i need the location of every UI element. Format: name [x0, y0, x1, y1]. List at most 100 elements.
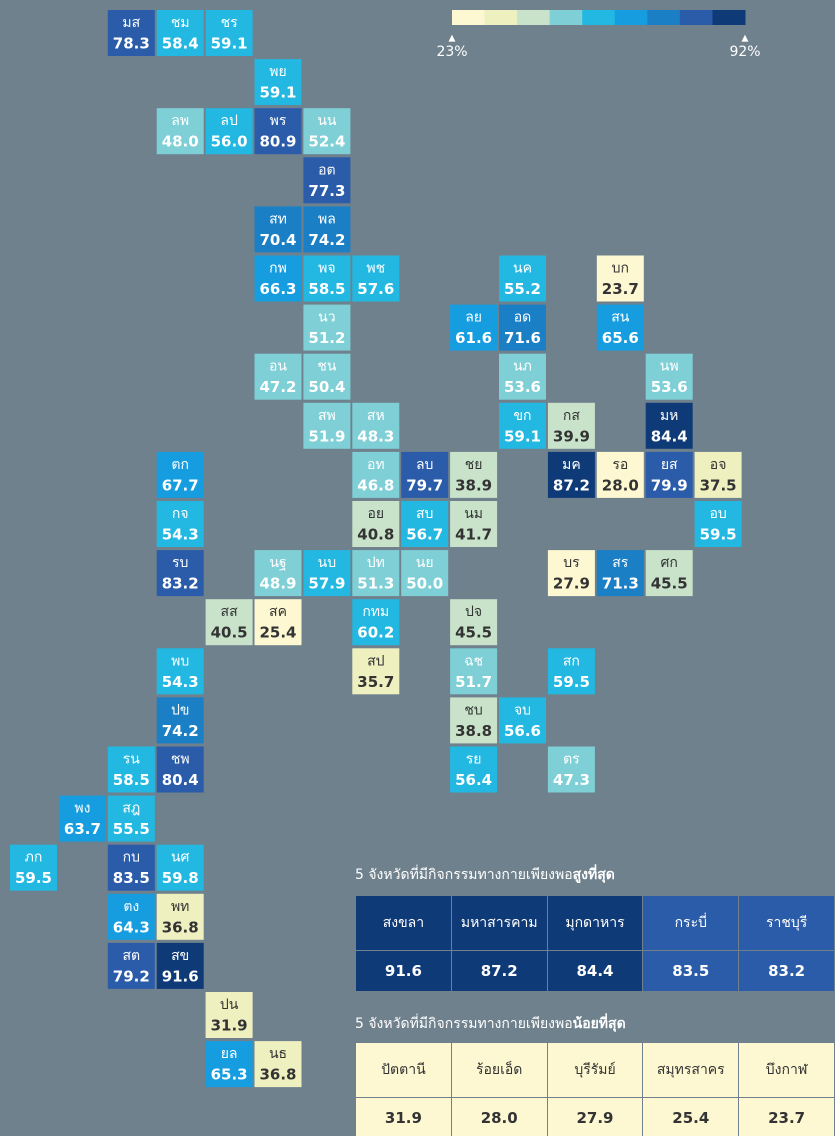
tile-value: 51.7	[455, 673, 492, 691]
tile-value: 38.8	[455, 722, 492, 740]
tile-code: สบ	[416, 506, 433, 522]
province-tile: สค 25.4	[254, 599, 302, 646]
province-tile: สห 48.3	[352, 402, 400, 449]
tile-value: 57.9	[308, 575, 345, 593]
tile-code: บก	[612, 261, 629, 277]
tile-bg	[107, 795, 155, 842]
tile-code: สพ	[318, 408, 336, 424]
province-value: 91.6	[355, 950, 452, 992]
province-tile: ชม 58.4	[156, 10, 204, 56]
tile-code: พร	[270, 113, 287, 129]
tile-code: ปจ	[465, 604, 482, 620]
tile-code: ชม	[171, 15, 190, 31]
province-tile: นฐ 48.9	[254, 550, 302, 597]
tile-bg	[401, 550, 449, 597]
province-tile: ชบ 38.8	[450, 697, 498, 744]
tile-bg	[547, 648, 595, 695]
title-text: 5 จังหวัดที่มีกิจกรรมทางกายเพียงพอ	[355, 867, 573, 883]
tile-value: 70.4	[259, 231, 296, 249]
tile-bg	[303, 353, 351, 400]
tile-code: ตก	[171, 457, 189, 473]
tile-code: จบ	[514, 702, 531, 718]
tile-value: 71.6	[504, 329, 541, 347]
tile-value: 36.8	[162, 918, 199, 936]
bottom5-title: 5 จังหวัดที่มีกิจกรรมทางกายเพียงพอน้อยที…	[355, 1013, 626, 1035]
tile-bg	[156, 893, 204, 940]
tile-code: ตง	[123, 899, 139, 915]
tile-code: มค	[562, 457, 581, 473]
province-tile: มส 78.3	[107, 10, 155, 56]
legend-swatch	[647, 10, 681, 25]
tile-bg	[205, 599, 253, 646]
tile-value: 66.3	[259, 280, 296, 298]
tile-bg	[450, 304, 498, 351]
tile-value: 67.7	[162, 476, 199, 494]
tile-value: 80.4	[162, 771, 199, 789]
tile-value: 56.7	[406, 526, 443, 544]
tile-code: ลบ	[416, 457, 433, 473]
province-tile: อท 46.8	[352, 451, 400, 498]
tile-value: 59.1	[211, 35, 248, 53]
tile-code: ชน	[317, 359, 337, 375]
tile-bg	[303, 108, 351, 155]
province-tile: ปท 51.3	[352, 550, 400, 597]
province-tile: นน 52.4	[303, 108, 351, 155]
tile-code: สท	[269, 211, 287, 227]
tile-bg	[107, 893, 155, 940]
tile-value: 23.7	[602, 280, 639, 298]
tile-code: อย	[367, 506, 384, 522]
province-tile: อจ 37.5	[694, 451, 742, 498]
tile-value: 59.5	[15, 869, 52, 887]
province-value: 83.2	[738, 950, 835, 992]
province-tile: สก 59.5	[547, 648, 595, 695]
tile-code: นย	[416, 555, 434, 571]
tile-code: นพ	[660, 359, 679, 375]
tile-value: 57.6	[357, 280, 394, 298]
tile-code: รย	[466, 752, 482, 768]
tile-bg	[156, 501, 204, 547]
tile-value: 83.5	[113, 869, 150, 887]
province-tile: ภก 59.5	[10, 844, 57, 891]
tile-bg	[303, 402, 351, 449]
tile-bg	[303, 157, 351, 204]
tile-bg	[156, 648, 204, 695]
province-tile: พจ 58.5	[303, 255, 351, 302]
tile-value: 52.4	[308, 133, 345, 151]
legend-max: 92%	[729, 44, 760, 60]
tile-code: พจ	[318, 261, 335, 277]
tile-value: 64.3	[113, 918, 150, 936]
province-tile: ฉช 51.7	[450, 648, 498, 695]
province-tile: ยส 79.9	[645, 451, 693, 498]
tile-bg	[547, 402, 595, 449]
tile-code: สร	[612, 555, 629, 571]
province-tile: ชย 38.9	[450, 451, 498, 498]
tile-bg	[352, 255, 400, 302]
top5-table: สงขลา มหาสารคาม มุกดาหาร กระบี่ ราชบุรี 91.6 8…	[355, 895, 835, 992]
tile-value: 48.9	[259, 575, 296, 593]
tile-bg	[596, 304, 644, 351]
tile-value: 79.2	[113, 967, 150, 985]
tile-code: สน	[611, 310, 630, 326]
tile-code: ชย	[465, 457, 483, 473]
tile-value: 79.9	[651, 476, 688, 494]
tile-bg	[450, 599, 498, 646]
tile-value: 74.2	[308, 231, 345, 249]
province-tile: นบ 57.9	[303, 550, 351, 597]
province-tile: ชร 59.1	[205, 10, 253, 56]
legend-swatch	[712, 10, 746, 25]
province-tile: มห 84.4	[645, 402, 693, 449]
province-tile: มค 87.2	[547, 451, 595, 498]
tile-bg	[156, 844, 204, 891]
tile-bg	[499, 304, 546, 351]
tile-bg	[107, 10, 155, 56]
tile-value: 53.6	[504, 378, 541, 396]
province-tile: อต 77.3	[303, 157, 351, 204]
tile-value: 77.3	[308, 182, 345, 200]
tile-bg	[547, 746, 595, 793]
tile-bg	[205, 992, 253, 1038]
tile-bg	[205, 10, 253, 56]
tile-bg	[401, 451, 449, 498]
tile-value: 45.5	[455, 624, 492, 642]
tile-value: 48.3	[357, 427, 394, 445]
tile-value: 65.6	[602, 329, 639, 347]
